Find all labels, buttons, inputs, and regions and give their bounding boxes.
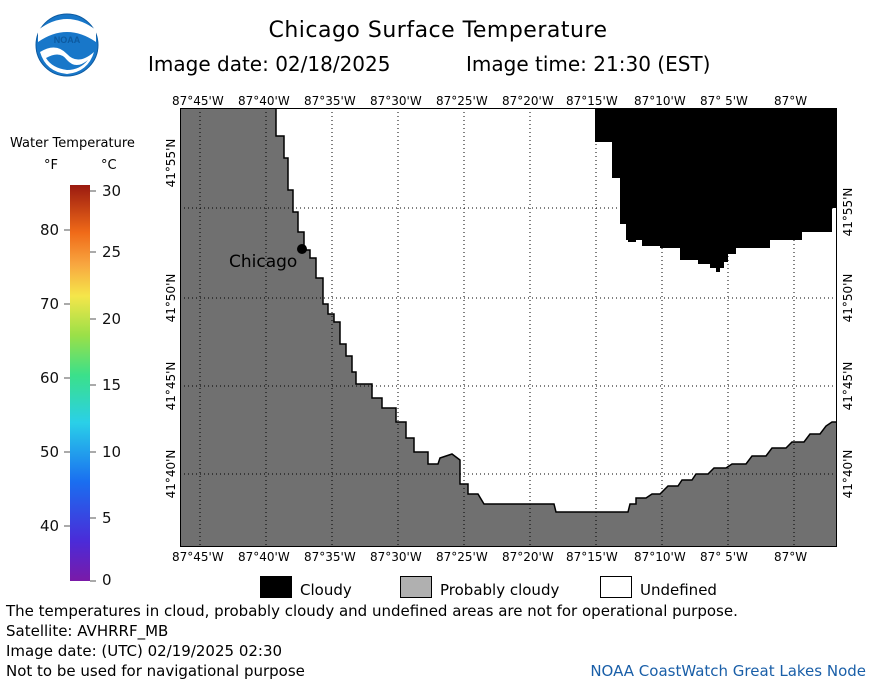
lon-tick: 87°35'W: [304, 94, 356, 108]
city-label-chicago: Chicago: [229, 252, 298, 272]
footer-utc-date: Image date: (UTC) 02/19/2025 02:30: [6, 642, 283, 660]
scale-unit-c: °C: [101, 158, 117, 173]
lat-tick-right: 41°45'N: [841, 362, 855, 411]
lat-tick-left: 41°55'N: [164, 139, 178, 188]
scale-f-label: 70: [40, 295, 60, 313]
footer-satellite: Satellite: AVHRRF_MB: [6, 622, 169, 640]
scale-c-label: 5: [102, 509, 112, 527]
lon-tick: 87°20'W: [502, 550, 554, 564]
cloud-area: [595, 108, 837, 272]
temperature-map: [180, 108, 837, 547]
lon-tick: 87°35'W: [304, 550, 356, 564]
lon-tick: 87°25'W: [436, 94, 488, 108]
legend-cloudy-label: Cloudy: [300, 581, 352, 599]
lon-tick: 87°10'W: [634, 94, 686, 108]
lon-tick: 87° 5'W: [700, 94, 748, 108]
lon-tick: 87°45'W: [172, 550, 224, 564]
lon-tick: 87°15'W: [566, 94, 618, 108]
scale-f-label: 80: [40, 221, 60, 239]
lat-tick-left: 41°40'N: [164, 450, 178, 499]
lon-tick: 87°15'W: [566, 550, 618, 564]
lon-tick: 87°40'W: [238, 94, 290, 108]
image-time: Image time: 21:30 (EST): [466, 52, 711, 76]
legend-probably-cloudy-swatch: [400, 576, 432, 598]
scale-unit-f: °F: [44, 158, 58, 173]
lon-tick: 87°30'W: [370, 94, 422, 108]
lon-tick: 87° 5'W: [700, 550, 748, 564]
scale-c-label: 25: [102, 243, 122, 261]
lat-tick-right: 41°50'N: [841, 274, 855, 323]
scale-f-label: 50: [40, 443, 60, 461]
footer-credit: NOAA CoastWatch Great Lakes Node: [590, 662, 866, 680]
legend-undefined-swatch: [600, 576, 632, 598]
lat-tick-left: 41°45'N: [164, 362, 178, 411]
lon-tick: 87°10'W: [634, 550, 686, 564]
land-area: [180, 108, 837, 547]
lon-tick: 87°40'W: [238, 550, 290, 564]
legend-probably-cloudy-label: Probably cloudy: [440, 581, 560, 599]
scale-c-label: 30: [102, 182, 122, 200]
lon-tick: 87°30'W: [370, 550, 422, 564]
legend-undefined-label: Undefined: [640, 581, 717, 599]
svg-text:NOAA: NOAA: [54, 35, 81, 45]
lon-tick: 87°20'W: [502, 94, 554, 108]
scale-f-label: 60: [40, 369, 60, 387]
footer-note: The temperatures in cloud, probably clou…: [6, 602, 738, 620]
lat-tick-right: 41°40'N: [841, 450, 855, 499]
lon-tick: 87°W: [774, 94, 808, 108]
graticule: [180, 108, 837, 547]
noaa-logo: NOAA: [35, 13, 99, 77]
chicago-marker: [297, 244, 307, 254]
lon-tick: 87°45'W: [172, 94, 224, 108]
footer-nav-warning: Not to be used for navigational purpose: [6, 662, 305, 680]
lat-ticks: 41°55'N 41°50'N 41°45'N 41°40'N 41°55'N …: [164, 139, 855, 499]
lon-tick: 87°W: [774, 550, 808, 564]
map-frame: [180, 108, 837, 547]
scale-f-label: 40: [40, 517, 60, 535]
lat-tick-left: 41°50'N: [164, 274, 178, 323]
legend-cloudy-swatch: [260, 576, 292, 598]
lon-tick: 87°25'W: [436, 550, 488, 564]
temperature-colorbar: [64, 185, 96, 582]
scale-c-label: 0: [102, 571, 112, 589]
lat-tick-right: 41°55'N: [841, 188, 855, 237]
page-title: Chicago Surface Temperature: [268, 18, 608, 43]
image-date: Image date: 02/18/2025: [148, 52, 391, 76]
scale-title: Water Temperature: [10, 136, 135, 151]
scale-c-label: 20: [102, 310, 122, 328]
scale-c-label: 15: [102, 376, 122, 394]
scale-c-label: 10: [102, 443, 122, 461]
